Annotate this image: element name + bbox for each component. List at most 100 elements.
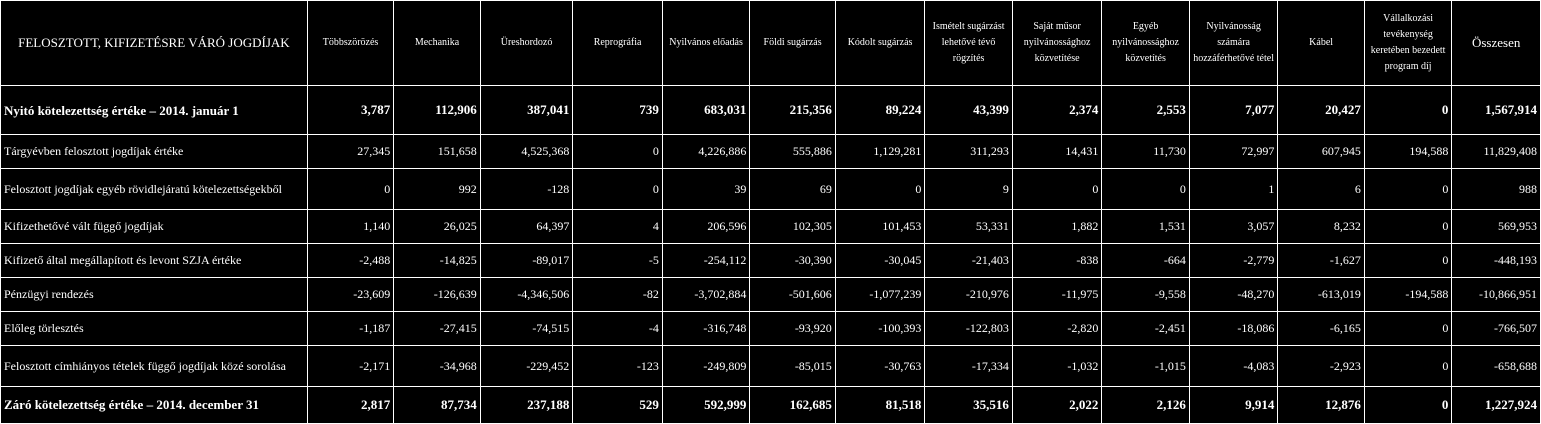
table-cell: 2,817 [306,386,395,424]
table-cell: 162,685 [749,386,836,424]
table-cell: 2,126 [1101,386,1190,424]
table-cell: 53,331 [924,209,1013,244]
table-cell: 3,787 [306,85,395,135]
table-cell: -128 [479,168,574,210]
table-cell: -229,452 [479,345,574,387]
table-cell: 311,293 [924,134,1013,169]
table-cell: 14,431 [1011,134,1103,169]
table-cell: 0 [1363,243,1453,278]
table-cell: 4,226,886 [661,134,751,169]
table-cell: 4 [572,209,663,244]
table-cell: -1,032 [1011,345,1103,387]
table-cell: 992 [393,168,481,210]
column-header: Ismételt sugárzást lehetővé tévő rögzíté… [924,0,1013,86]
table-cell: 206,596 [661,209,751,244]
column-header: Saját műsor nyilvánossághoz közvetítése [1011,0,1103,86]
table-cell: -30,045 [834,243,926,278]
table-cell: -23,609 [306,277,395,312]
table-cell: -2,779 [1188,243,1279,278]
table-cell: 20,427 [1277,85,1365,135]
table-cell: 64,397 [479,209,574,244]
table-cell-total: -448,193 [1451,243,1541,278]
table-cell: 0 [1363,209,1453,244]
table-row-opening: Nyitó kötelezettség értéke – 2014. januá… [0,85,1541,135]
table-cell: 1,882 [1011,209,1103,244]
table-cell: -21,403 [924,243,1013,278]
table-cell-total: 988 [1451,168,1541,210]
table-cell: -17,334 [924,345,1013,387]
table-cell: -85,015 [749,345,836,387]
table-row: Előleg törlesztés -1,187 -27,415 -74,515… [0,311,1541,346]
table-cell: -9,558 [1101,277,1190,312]
row-label: Nyitó kötelezettség értéke – 2014. januá… [0,85,308,135]
table-cell: 387,041 [479,85,574,135]
column-header: Többszörözés [306,0,395,86]
table-cell: -664 [1101,243,1190,278]
table-row: Felosztott jogdíjak egyéb rövidlejáratú … [0,168,1541,210]
table-cell: 89,224 [834,85,926,135]
table-cell: -254,112 [661,243,751,278]
table-cell: 43,399 [924,85,1013,135]
row-label: Előleg törlesztés [0,311,308,346]
table-cell: -18,086 [1188,311,1279,346]
table-cell: -613,019 [1277,277,1365,312]
table-cell: -316,748 [661,311,751,346]
table-cell: -501,606 [749,277,836,312]
table-cell: -2,488 [306,243,395,278]
header-row: FELOSZTOTT, KIFIZETÉSRE VÁRÓ JOGDÍJAK Tö… [0,0,1541,86]
table-cell: 194,588 [1363,134,1453,169]
table-cell: 11,730 [1101,134,1190,169]
row-label: Pénzügyi rendezés [0,277,308,312]
table-cell: 3,057 [1188,209,1279,244]
table-cell: 12,876 [1277,386,1365,424]
table-cell: -100,393 [834,311,926,346]
table-cell: 6 [1277,168,1365,210]
row-label: Kifizethetővé vált függő jogdíjak [0,209,308,244]
table-cell: 0 [572,168,663,210]
column-header-total: Összesen [1451,0,1541,86]
table-cell: 2,022 [1011,386,1103,424]
table-cell-total: -658,688 [1451,345,1541,387]
table-cell: 739 [572,85,663,135]
table-cell: -89,017 [479,243,574,278]
column-header: Földi sugárzás [749,0,836,86]
table-cell: -2,923 [1277,345,1365,387]
table-cell: 39 [661,168,751,210]
table-cell: -1,077,239 [834,277,926,312]
table-cell: -14,825 [393,243,481,278]
table-cell-total: 1,227,924 [1451,386,1541,424]
table-cell: 1,140 [306,209,395,244]
table-cell: 1 [1188,168,1279,210]
column-header: Mechanika [393,0,481,86]
header-label: FELOSZTOTT, KIFIZETÉSRE VÁRÓ JOGDÍJAK [0,0,308,86]
table-cell: -11,975 [1011,277,1103,312]
table-cell: -30,763 [834,345,926,387]
row-label: Kifizető által megállapított és levont S… [0,243,308,278]
table-cell: -1,015 [1101,345,1190,387]
table-cell: -34,968 [393,345,481,387]
table-cell-total: -766,507 [1451,311,1541,346]
column-header: Kábel [1277,0,1365,86]
table-row: Tárgyévben felosztott jogdíjak értéke 27… [0,134,1541,169]
table-cell: 215,356 [749,85,836,135]
table-cell: -194,588 [1363,277,1453,312]
table-cell-total: 11,829,408 [1451,134,1541,169]
table-cell: 151,658 [393,134,481,169]
table-cell: 9,914 [1188,386,1279,424]
table-cell: 555,886 [749,134,836,169]
column-header: Nyilvános előadás [661,0,751,86]
table-cell: 237,188 [479,386,574,424]
table-cell: 4,525,368 [479,134,574,169]
table-cell: 0 [1363,345,1453,387]
column-header: Egyéb nyilvánossághoz közvetítés [1101,0,1190,86]
table-cell: 0 [1101,168,1190,210]
table-cell: 0 [306,168,395,210]
table-cell: 26,025 [393,209,481,244]
table-cell: -5 [572,243,663,278]
table-cell: 0 [1363,311,1453,346]
table-cell: -4 [572,311,663,346]
table-cell: 2,374 [1011,85,1103,135]
table-cell: 72,997 [1188,134,1279,169]
table-cell: -82 [572,277,663,312]
table-cell: -2,171 [306,345,395,387]
